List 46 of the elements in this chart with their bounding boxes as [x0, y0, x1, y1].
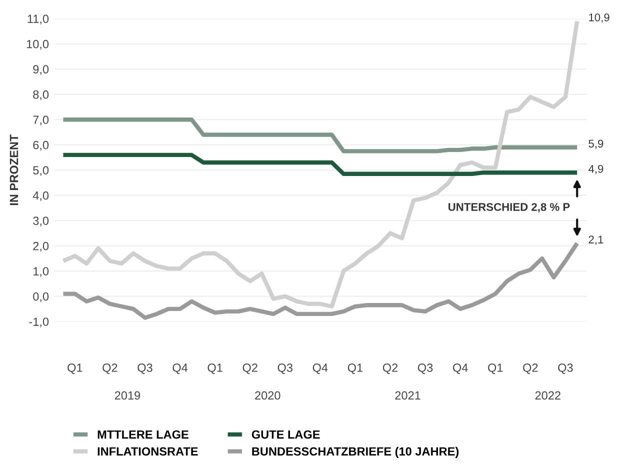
legend-label: MTTLERE LAGE	[98, 430, 188, 439]
line-series	[61, 152, 580, 176]
data-label: 4,9	[588, 164, 604, 174]
x-tick-label: Q2	[102, 364, 118, 374]
x-tick-label: Q4	[453, 364, 468, 374]
x-tick-label: Q1	[208, 364, 222, 374]
data-label: 5,9	[588, 140, 604, 149]
x-tick-label: Q1	[348, 364, 363, 374]
y-tick-label: 4,0	[32, 191, 49, 202]
legend-label: INFLATIONSRATE	[98, 447, 198, 456]
legend-label: BUNDESSCHATZBRIEFE (10 JAHRE)	[252, 446, 459, 458]
y-tick-label: 1,0	[34, 267, 49, 277]
text: 2022	[535, 391, 560, 400]
data-label: 2,1	[588, 236, 604, 245]
y-tick-label: 5,0	[33, 166, 49, 176]
line-series	[61, 118, 580, 154]
x-tick-label: Q3	[418, 364, 433, 374]
text: 2019	[114, 391, 140, 400]
line-series	[61, 241, 580, 320]
x-tick-label: Q1	[488, 364, 503, 374]
y-tick-label: 2,0	[33, 242, 49, 252]
x-tick-label: Q2	[382, 364, 398, 374]
x-tick-label: Q3	[278, 364, 292, 374]
y-tick-label: -1,0	[29, 318, 49, 328]
text: 2020	[255, 391, 280, 400]
x-tick-label: Q4	[172, 364, 188, 374]
x-tick-label: Q4	[312, 364, 328, 374]
y-tick-label: 8,0	[33, 90, 49, 100]
x-tick-label: Q3	[558, 364, 573, 374]
y-tick-label: 0,0	[33, 292, 49, 302]
y-tick-label: 11,0	[28, 14, 49, 24]
x-tick-label: Q1	[68, 364, 82, 374]
text: 2021	[395, 391, 420, 400]
legend-label: GUTE LAGE	[252, 430, 320, 439]
y-axis-title: IN PROZENT	[10, 134, 18, 206]
y-tick-label: 6,0	[33, 140, 49, 151]
x-tick-label: Q2	[242, 364, 258, 374]
line-series	[61, 19, 580, 308]
y-tick-label: 7,0	[33, 116, 49, 126]
x-tick-label: Q3	[138, 364, 152, 374]
x-tick-label: Q2	[523, 364, 538, 374]
y-tick-label: 3,0	[33, 216, 49, 226]
annotation: UNTERSCHIED 2,8 % P	[448, 203, 570, 213]
y-tick-label: 9,0	[33, 65, 49, 75]
data-label: 10,9	[589, 14, 610, 23]
y-tick-label: 10,0	[26, 40, 49, 50]
